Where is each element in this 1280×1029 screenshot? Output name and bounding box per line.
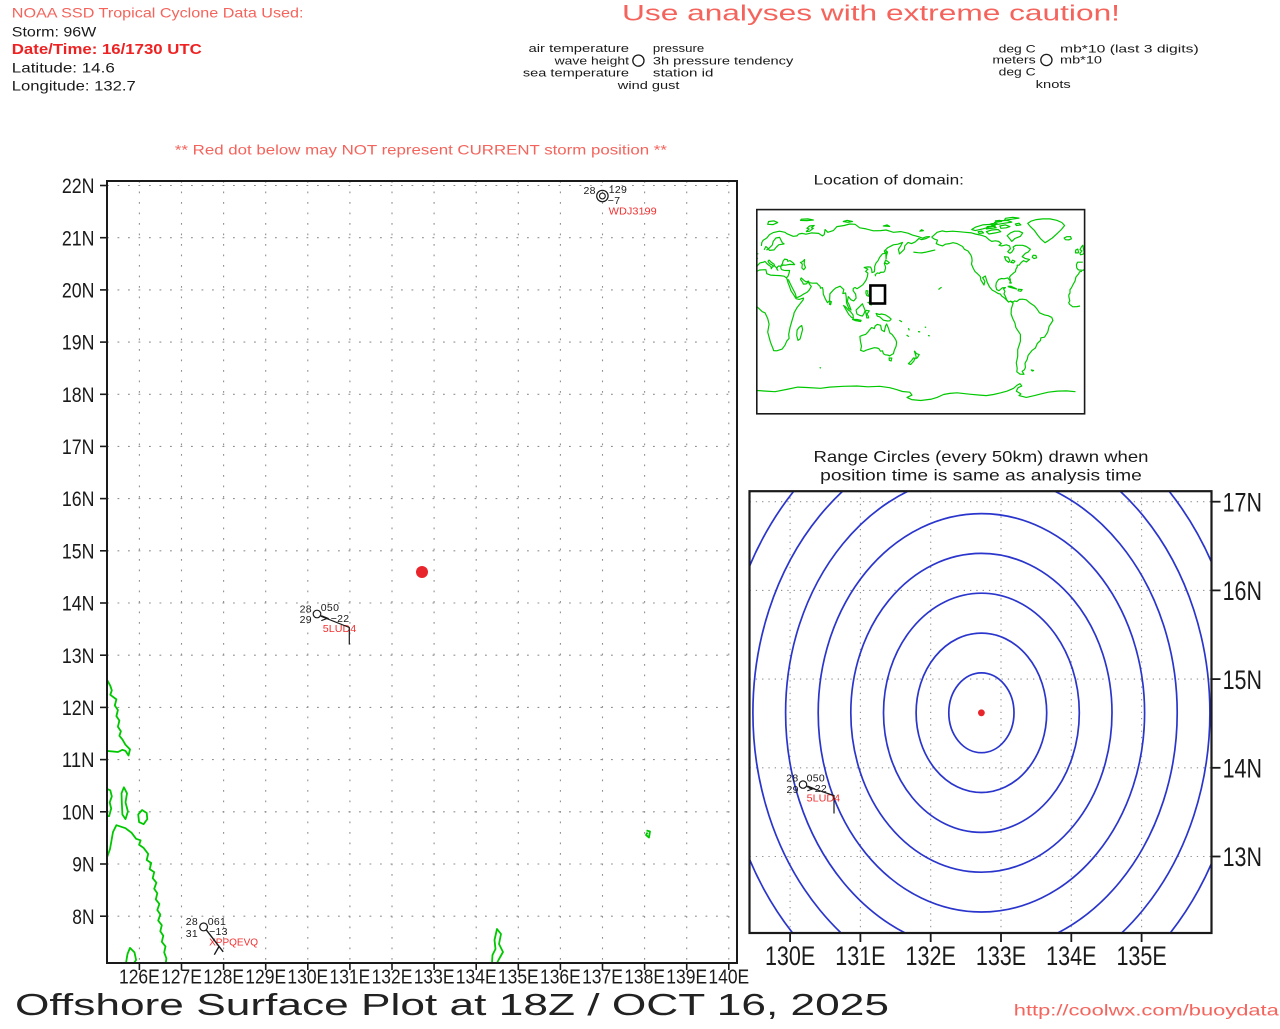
svg-text:14N: 14N <box>62 593 95 616</box>
svg-text:3h pressure tendency: 3h pressure tendency <box>653 55 794 67</box>
svg-text:29: 29 <box>787 784 799 796</box>
svg-text:28: 28 <box>786 773 798 785</box>
svg-text:** Red dot below may NOT repre: ** Red dot below may NOT represent CURRE… <box>175 142 668 158</box>
svg-text:15N: 15N <box>1223 665 1262 695</box>
svg-text:sea temperature: sea temperature <box>523 68 629 80</box>
svg-text:position time is same as analy: position time is same as analysis time <box>820 468 1142 485</box>
svg-text:130E: 130E <box>765 941 815 971</box>
svg-text:20N: 20N <box>62 280 95 303</box>
svg-text:131E: 131E <box>330 967 371 989</box>
svg-text:−13: −13 <box>209 926 228 938</box>
svg-text:131E: 131E <box>835 941 885 971</box>
svg-text:−7: −7 <box>608 195 621 207</box>
svg-text:134E: 134E <box>456 967 497 989</box>
svg-text:135E: 135E <box>1116 941 1166 971</box>
svg-text:28: 28 <box>300 603 312 615</box>
svg-text:5LUD4: 5LUD4 <box>323 623 357 635</box>
svg-text:138E: 138E <box>624 967 665 989</box>
svg-text:129E: 129E <box>245 967 286 989</box>
svg-text:19N: 19N <box>62 332 95 355</box>
svg-text:21N: 21N <box>62 227 95 250</box>
svg-text:9N: 9N <box>72 854 94 877</box>
svg-text:Use analyses with extreme caut: Use analyses with extreme caution! <box>622 0 1120 25</box>
svg-text:8N: 8N <box>72 906 94 929</box>
svg-text:31: 31 <box>186 928 198 940</box>
svg-text:Storm: 96W: Storm: 96W <box>12 23 97 39</box>
svg-text:22N: 22N <box>62 175 95 198</box>
svg-text:139E: 139E <box>666 967 707 989</box>
svg-text:135E: 135E <box>498 967 539 989</box>
svg-text:13N: 13N <box>1223 842 1262 872</box>
svg-text:16N: 16N <box>62 488 95 511</box>
svg-text:050: 050 <box>807 772 825 784</box>
svg-text:12N: 12N <box>62 697 95 720</box>
svg-text:14N: 14N <box>1223 754 1262 784</box>
svg-text:11N: 11N <box>62 749 95 772</box>
svg-text:128E: 128E <box>203 967 244 989</box>
svg-text:129: 129 <box>609 184 627 196</box>
svg-text:mb*10: mb*10 <box>1060 54 1102 66</box>
svg-text:WDJ3199: WDJ3199 <box>609 205 657 217</box>
svg-text:140E: 140E <box>708 967 749 989</box>
svg-text:133E: 133E <box>414 967 455 989</box>
svg-text:pressure: pressure <box>653 43 704 55</box>
svg-text:29: 29 <box>300 614 312 626</box>
svg-text:meters: meters <box>992 54 1036 66</box>
svg-text:132E: 132E <box>372 967 413 989</box>
svg-text:station id: station id <box>653 68 714 80</box>
svg-text:Date/Time: 16/1730 UTC: Date/Time: 16/1730 UTC <box>12 42 203 58</box>
svg-text:137E: 137E <box>582 967 623 989</box>
svg-text:18N: 18N <box>62 384 95 407</box>
svg-text:13N: 13N <box>62 645 95 668</box>
svg-text:knots: knots <box>1036 79 1072 91</box>
svg-text:air temperature: air temperature <box>529 43 630 55</box>
svg-text:17N: 17N <box>1223 487 1262 517</box>
svg-text:wave height: wave height <box>553 55 629 67</box>
svg-text:17N: 17N <box>62 436 95 459</box>
svg-text:Location of domain:: Location of domain: <box>814 172 964 188</box>
svg-text:28: 28 <box>186 916 198 928</box>
svg-text:061: 061 <box>208 916 226 928</box>
svg-text:126E: 126E <box>119 967 160 989</box>
svg-text:NOAA SSD Tropical Cyclone Data: NOAA SSD Tropical Cyclone Data Used: <box>12 4 304 20</box>
svg-text:http://coolwx.com/buoydata: http://coolwx.com/buoydata <box>1014 1003 1279 1020</box>
svg-text:Offshore Surface Plot at 18Z /: Offshore Surface Plot at 18Z / OCT 16, 2… <box>15 987 889 1022</box>
svg-text:Latitude: 14.6: Latitude: 14.6 <box>12 60 115 76</box>
svg-text:mb*10 (last 3 digits): mb*10 (last 3 digits) <box>1060 44 1199 56</box>
svg-text:28: 28 <box>584 185 596 197</box>
svg-text:136E: 136E <box>540 967 581 989</box>
svg-text:deg C: deg C <box>999 66 1036 78</box>
svg-text:130E: 130E <box>287 967 328 989</box>
svg-text:132E: 132E <box>906 941 956 971</box>
svg-text:Longitude: 132.7: Longitude: 132.7 <box>12 78 136 94</box>
svg-text:134E: 134E <box>1046 941 1096 971</box>
svg-text:15N: 15N <box>62 540 95 563</box>
svg-text:Range Circles (every 50km) dra: Range Circles (every 50km) drawn when <box>814 449 1149 466</box>
svg-text:wind gust: wind gust <box>616 80 679 92</box>
svg-text:10N: 10N <box>62 801 95 824</box>
svg-text:5LUD4: 5LUD4 <box>807 792 841 804</box>
svg-text:133E: 133E <box>976 941 1026 971</box>
svg-text:deg C: deg C <box>999 44 1036 56</box>
svg-text:050: 050 <box>321 602 339 614</box>
svg-text:127E: 127E <box>161 967 202 989</box>
svg-text:XPPQEVQ: XPPQEVQ <box>209 936 258 948</box>
svg-text:16N: 16N <box>1223 576 1262 606</box>
